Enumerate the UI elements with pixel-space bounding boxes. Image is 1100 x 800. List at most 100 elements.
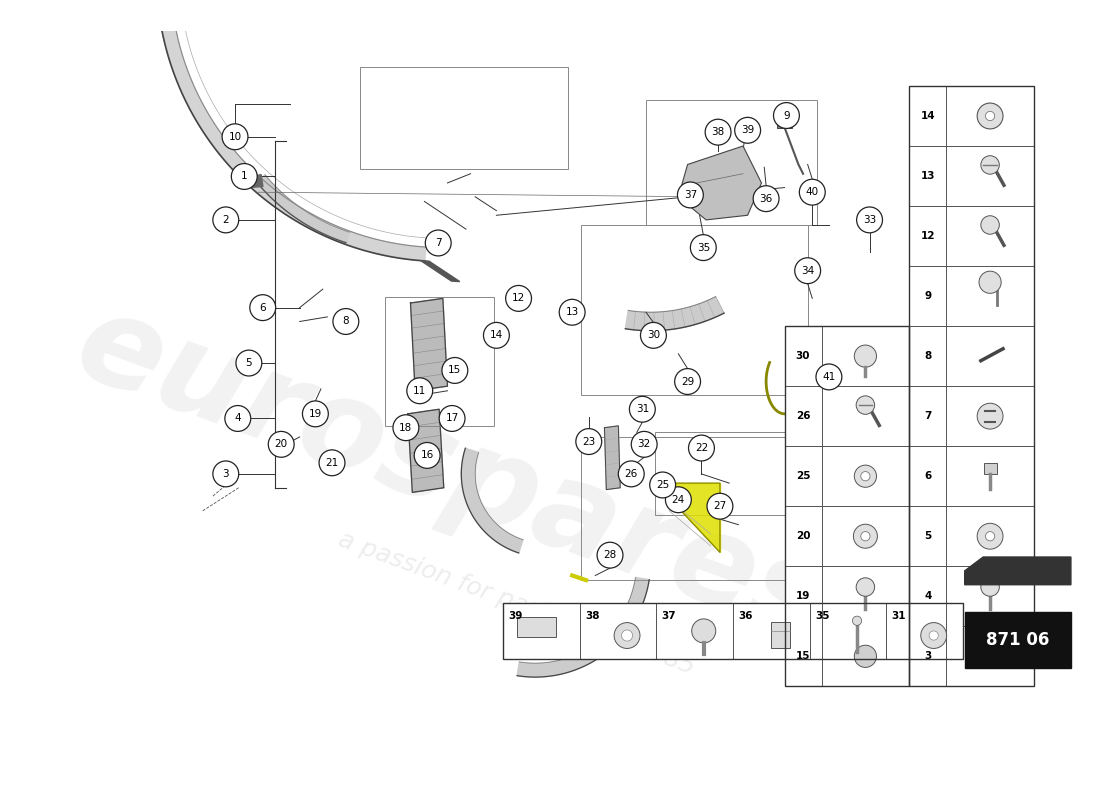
Bar (582, 225, 807, 395)
Text: 17: 17 (446, 414, 459, 423)
Bar (385, 297, 494, 426)
Circle shape (393, 414, 419, 441)
Circle shape (302, 401, 328, 426)
Circle shape (575, 429, 602, 454)
Circle shape (224, 406, 251, 431)
Circle shape (986, 111, 994, 121)
Circle shape (977, 403, 1003, 429)
Bar (910, 566, 1034, 626)
Text: 37: 37 (684, 190, 697, 200)
Text: 14: 14 (490, 330, 503, 340)
Text: 31: 31 (636, 404, 649, 414)
Bar (517, 617, 556, 638)
Circle shape (213, 461, 239, 487)
Bar (784, 626, 910, 686)
Text: 36: 36 (738, 610, 752, 621)
Text: 35: 35 (815, 610, 829, 621)
Text: 2: 2 (222, 215, 229, 225)
Text: 25: 25 (656, 480, 669, 490)
Bar (503, 603, 962, 658)
Circle shape (855, 646, 877, 667)
Bar (910, 626, 1034, 686)
Text: 38: 38 (712, 127, 725, 137)
Text: 3: 3 (222, 469, 229, 479)
Circle shape (856, 396, 875, 414)
Text: 20: 20 (795, 531, 811, 542)
Text: eurospares: eurospares (60, 282, 844, 666)
Bar (910, 386, 1034, 446)
Text: 15: 15 (795, 651, 811, 662)
Text: 11: 11 (414, 386, 427, 396)
Circle shape (800, 179, 825, 205)
Text: 1: 1 (241, 171, 248, 182)
Text: 25: 25 (795, 471, 811, 481)
Circle shape (979, 271, 1001, 294)
Polygon shape (965, 557, 1071, 585)
Circle shape (333, 309, 359, 334)
Text: 30: 30 (647, 330, 660, 340)
Bar (910, 206, 1034, 266)
Text: 33: 33 (862, 215, 877, 225)
Text: 16: 16 (420, 450, 433, 461)
Text: 41: 41 (823, 372, 836, 382)
Circle shape (754, 186, 779, 211)
Polygon shape (148, 0, 165, 10)
Circle shape (415, 442, 440, 468)
Text: 35: 35 (696, 242, 710, 253)
Circle shape (773, 102, 800, 129)
Text: 24: 24 (672, 494, 685, 505)
Circle shape (689, 435, 714, 461)
Bar (910, 446, 1034, 506)
Circle shape (629, 396, 656, 422)
Circle shape (631, 431, 657, 458)
Text: 6: 6 (924, 471, 932, 481)
Polygon shape (517, 578, 649, 677)
Circle shape (856, 578, 875, 596)
Circle shape (981, 156, 999, 174)
Bar (784, 506, 910, 566)
Circle shape (735, 118, 760, 143)
Polygon shape (249, 174, 263, 187)
Polygon shape (157, 1, 426, 261)
Text: 13: 13 (921, 171, 935, 181)
Circle shape (678, 182, 703, 208)
Bar (910, 326, 1034, 386)
Text: 34: 34 (801, 266, 814, 276)
Bar (784, 566, 910, 626)
Text: 8: 8 (924, 351, 932, 361)
Text: 39: 39 (508, 610, 522, 621)
Text: 5: 5 (245, 358, 252, 368)
Bar (910, 86, 1034, 146)
Circle shape (707, 494, 733, 519)
Circle shape (439, 406, 465, 431)
Bar (784, 386, 910, 446)
Bar (965, 613, 1071, 668)
Bar (503, 603, 580, 658)
Circle shape (930, 631, 938, 640)
Polygon shape (679, 146, 761, 220)
Text: 3: 3 (924, 651, 932, 662)
Text: 31: 31 (892, 610, 906, 621)
Text: 18: 18 (399, 422, 412, 433)
Bar (657, 603, 733, 658)
Circle shape (692, 619, 716, 643)
Bar (887, 603, 962, 658)
Text: 12: 12 (512, 294, 525, 303)
Text: 12: 12 (921, 231, 935, 241)
Bar (910, 266, 1034, 326)
Circle shape (442, 358, 468, 383)
Circle shape (977, 103, 1003, 129)
Polygon shape (420, 261, 460, 282)
Circle shape (640, 322, 667, 348)
Text: 7: 7 (924, 411, 932, 421)
Text: 26: 26 (795, 411, 811, 421)
Text: 13: 13 (565, 307, 579, 318)
Text: 14: 14 (921, 111, 935, 121)
Circle shape (921, 622, 947, 649)
Bar (810, 603, 887, 658)
Text: 4: 4 (234, 414, 241, 423)
Text: 9: 9 (924, 291, 932, 301)
Circle shape (650, 472, 675, 498)
Bar (771, 622, 790, 647)
Circle shape (855, 345, 877, 367)
